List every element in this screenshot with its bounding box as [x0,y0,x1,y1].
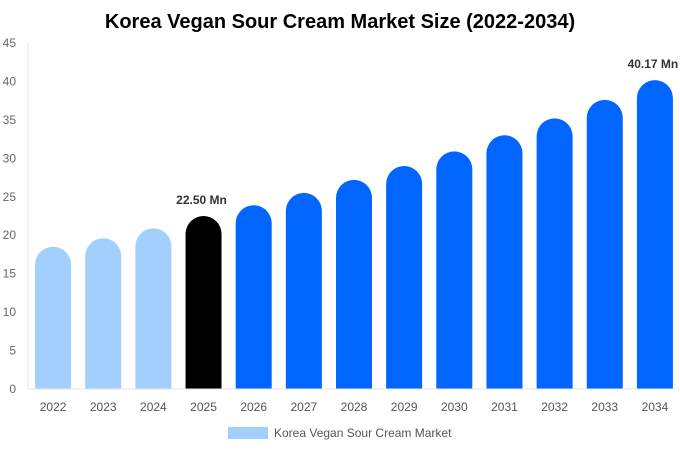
x-axis: 2022 2023 2024 2025 2026 2027 2028 2029 2030 2031… [28,388,680,414]
x-tick-label: 2026 [240,400,267,414]
x-tick-label: 2025 [190,400,217,414]
y-tick-label: 20 [3,228,17,242]
y-tick-label: 30 [3,151,17,165]
x-tick-label: 2032 [541,400,568,414]
y-tick-label: 45 [3,36,17,50]
y-tick-label: 35 [3,113,17,127]
bar-2030[interactable] [436,151,473,389]
bars [35,80,673,390]
x-tick-label: 2027 [290,400,317,414]
y-tick-label: 15 [3,267,17,281]
bar-2022[interactable] [35,246,72,389]
y-tick-label: 0 [9,382,16,396]
legend-label: Korea Vegan Sour Cream Market [274,426,452,440]
data-label-2025: 22.50 Mn [176,193,227,207]
bar-2028[interactable] [336,179,372,389]
x-tick-label: 2022 [40,400,67,414]
bar-2024[interactable] [135,228,172,389]
y-tick-label: 25 [3,190,17,204]
x-tick-label: 2024 [140,400,167,414]
bar-2034[interactable] [636,80,673,390]
bar-2023[interactable] [85,238,122,389]
x-tick-label: 2028 [341,400,368,414]
bar-2026[interactable] [235,205,272,389]
y-tick-label: 10 [3,305,17,319]
x-tick-label: 2030 [441,400,468,414]
bar-2033[interactable] [586,99,623,390]
bar-2027[interactable] [285,192,322,389]
bar-2032[interactable] [536,118,573,389]
x-tick-label: 2034 [642,400,669,414]
bar-2029[interactable] [386,166,423,389]
data-labels: 22.50 Mn 40.17 Mn [176,57,678,207]
y-axis: 0 5 10 15 20 25 30 35 40 45 [3,36,29,396]
x-tick-label: 2023 [90,400,117,414]
x-tick-label: 2033 [591,400,618,414]
bar-2025[interactable] [185,216,222,389]
bar-2031[interactable] [486,135,523,389]
chart-title: Korea Vegan Sour Cream Market Size (2022… [105,11,575,33]
y-tick-label: 5 [9,344,16,358]
legend[interactable]: Korea Vegan Sour Cream Market [228,426,452,440]
y-tick-label: 40 [3,74,17,88]
x-tick-label: 2031 [491,400,518,414]
x-tick-label: 2029 [391,400,418,414]
legend-swatch [228,427,268,439]
data-label-2034: 40.17 Mn [628,57,679,71]
